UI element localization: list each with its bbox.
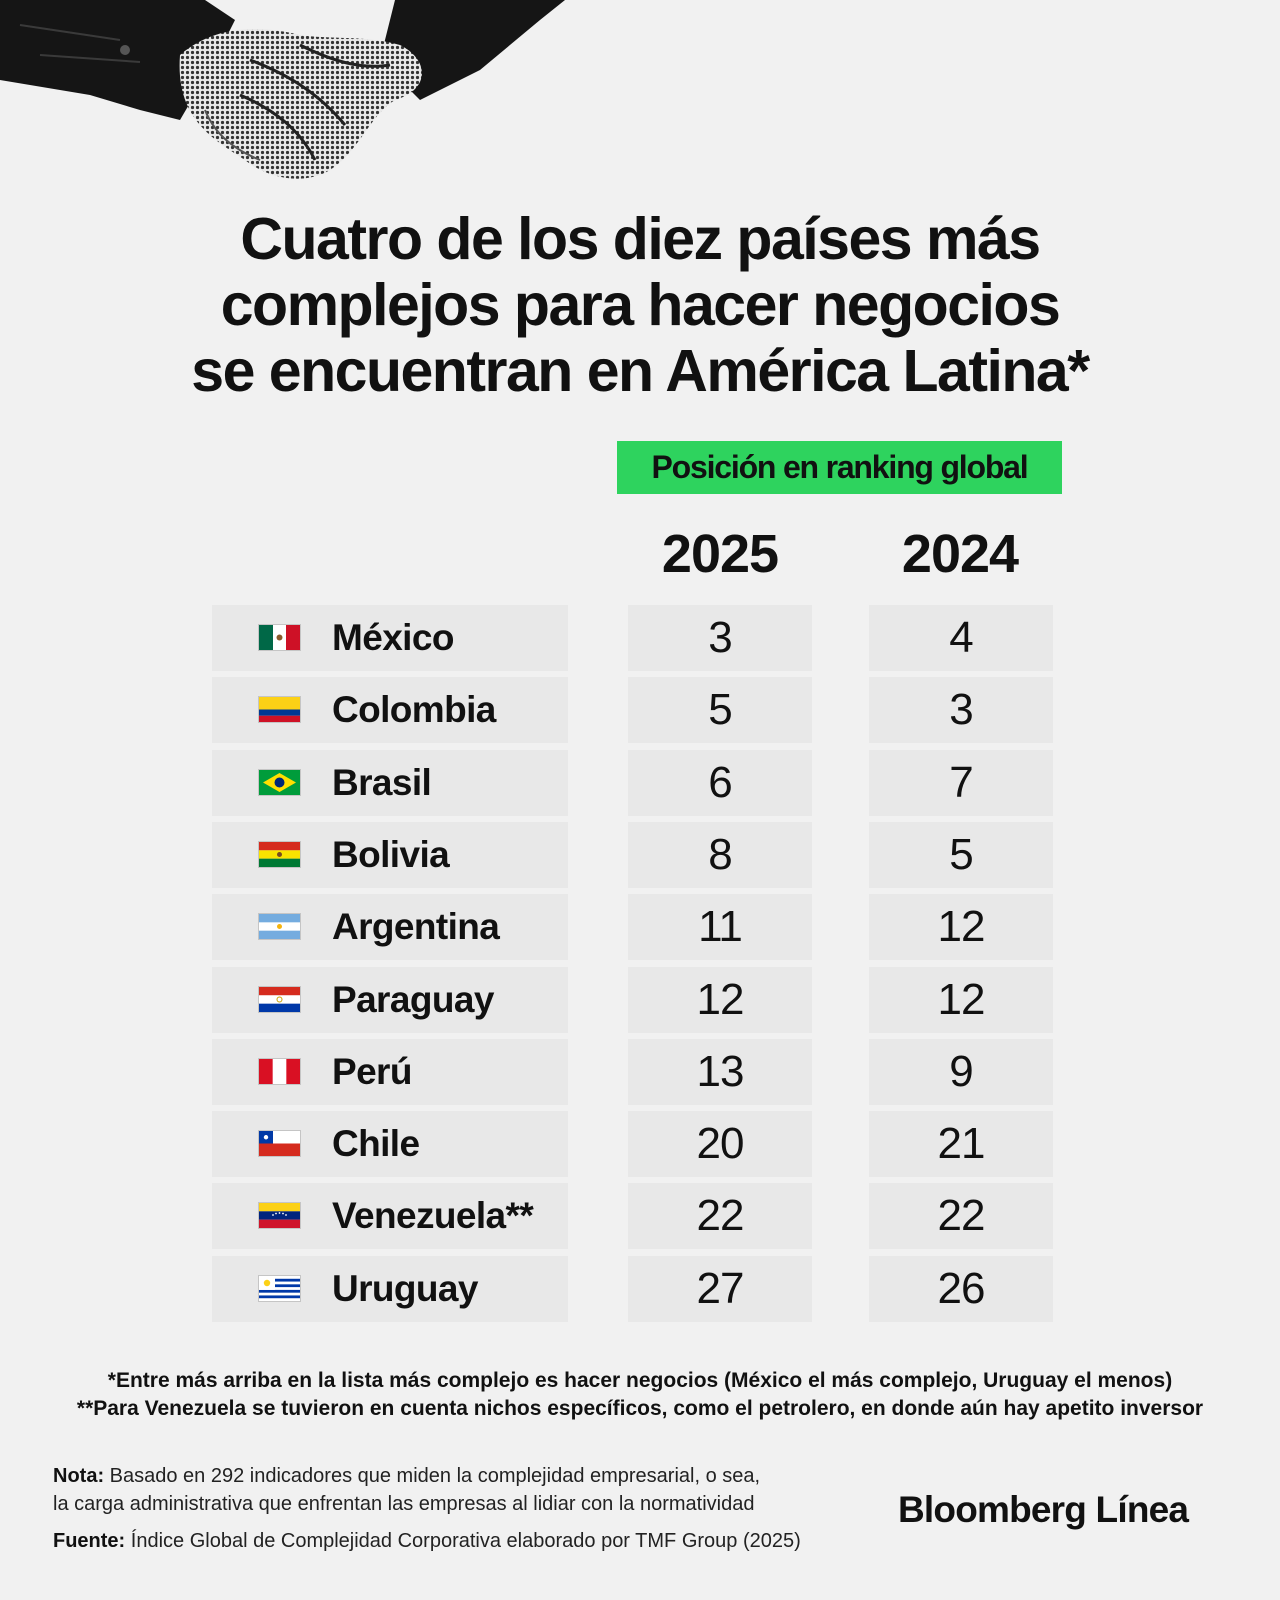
rank-cell-2025: 20	[628, 1111, 812, 1177]
handshake-illustration	[0, 0, 565, 179]
note-label: Nota:	[53, 1465, 105, 1487]
rank-cell-2025: 12	[628, 967, 812, 1033]
uruguay-flag-icon	[259, 1276, 300, 1301]
country-name: Paraguay	[332, 979, 494, 1020]
colombia-flag-icon	[259, 697, 300, 722]
rank-cell-2025: 11	[628, 894, 812, 960]
rank-cell-2024: 26	[869, 1256, 1053, 1322]
country-cell: Paraguay	[212, 967, 568, 1033]
chart-title: Cuatro de los diez países más complejos …	[0, 206, 1280, 404]
country-cell: Chile	[212, 1111, 568, 1177]
rank-cell-2025: 13	[628, 1039, 812, 1105]
rank-value-2024: 3	[949, 685, 973, 734]
rank-value-2025: 13	[696, 1047, 745, 1096]
rank-cell-2025: 3	[628, 605, 812, 671]
source-text: Índice Global de Complejidad Corporativa…	[130, 1530, 801, 1552]
title-line-2: complejos para hacer negocios	[220, 272, 1061, 338]
country-cell: Uruguay	[212, 1256, 568, 1322]
source: Fuente: Índice Global de Complejidad Cor…	[53, 1527, 801, 1555]
rank-value-2025: 22	[696, 1191, 745, 1240]
rank-value-2025: 12	[696, 975, 745, 1024]
ranking-header-badge: Posición en ranking global	[617, 441, 1062, 494]
rank-cell-2024: 21	[869, 1111, 1053, 1177]
rank-value-2025: 6	[708, 758, 732, 807]
venezuela-flag-icon	[259, 1203, 300, 1228]
rank-cell-2024: 3	[869, 677, 1053, 743]
country-cell: Argentina	[212, 894, 568, 960]
footnote-2: **Para Venezuela se tuvieron en cuenta n…	[76, 1397, 1204, 1420]
rank-cell-2024: 5	[869, 822, 1053, 888]
country-name: Venezuela**	[332, 1195, 534, 1236]
bolivia-flag-icon	[259, 842, 300, 867]
footnotes: *Entre más arriba en la lista más comple…	[0, 1367, 1280, 1423]
source-label: Fuente:	[53, 1530, 126, 1552]
bloomberg-linea-logo: Bloomberg Línea	[898, 1489, 1189, 1530]
note: Nota: Basado en 292 indicadores que mide…	[53, 1462, 760, 1518]
rank-cell-2024: 4	[869, 605, 1053, 671]
country-cell: Bolivia	[212, 822, 568, 888]
rank-cell-2024: 12	[869, 967, 1053, 1033]
rank-value-2024: 5	[949, 830, 973, 879]
country-cell: Colombia	[212, 677, 568, 743]
country-name: México	[332, 617, 454, 658]
rank-value-2025: 27	[696, 1264, 745, 1313]
country-name: Bolivia	[332, 834, 450, 875]
rank-cell-2025: 27	[628, 1256, 812, 1322]
rank-value-2024: 12	[937, 902, 986, 951]
rank-cell-2025: 5	[628, 677, 812, 743]
rank-value-2024: 21	[937, 1119, 986, 1168]
rank-value-2025: 3	[708, 613, 732, 662]
country-name: Chile	[332, 1123, 420, 1164]
chile-flag-icon	[259, 1131, 300, 1156]
year-header-2025: 2025	[661, 524, 779, 584]
note-line-2: la carga administrativa que enfrentan la…	[53, 1493, 755, 1515]
rank-value-2025: 5	[708, 685, 732, 734]
rank-value-2024: 4	[949, 613, 973, 662]
rank-value-2024: 22	[937, 1191, 986, 1240]
paraguay-flag-icon	[259, 987, 300, 1012]
rank-cell-2024: 7	[869, 750, 1053, 816]
country-name: Perú	[332, 1051, 412, 1092]
year-header-2024: 2024	[901, 524, 1019, 584]
note-line-1: Basado en 292 indicadores que miden la c…	[109, 1465, 761, 1487]
country-name: Uruguay	[332, 1268, 478, 1309]
title-line-1: Cuatro de los diez países más	[240, 206, 1041, 272]
country-name: Brasil	[332, 762, 432, 803]
country-cell: México	[212, 605, 568, 671]
rank-value-2025: 8	[708, 830, 732, 879]
rank-value-2024: 9	[949, 1047, 973, 1096]
title-line-3: se encuentran en América Latina*	[191, 338, 1090, 404]
rank-value-2025: 20	[696, 1119, 745, 1168]
argentina-flag-icon	[259, 914, 300, 939]
footnote-1: *Entre más arriba en la lista más comple…	[107, 1369, 1173, 1392]
rank-cell-2024: 12	[869, 894, 1053, 960]
rank-cell-2024: 9	[869, 1039, 1053, 1105]
peru-flag-icon	[259, 1059, 300, 1084]
country-cell: Brasil	[212, 750, 568, 816]
rank-value-2025: 11	[698, 902, 743, 951]
country-cell: Perú	[212, 1039, 568, 1105]
country-cell: Venezuela**	[212, 1183, 568, 1249]
rank-cell-2024: 22	[869, 1183, 1053, 1249]
rank-cell-2025: 22	[628, 1183, 812, 1249]
rank-value-2024: 7	[949, 758, 973, 807]
rank-cell-2025: 8	[628, 822, 812, 888]
brazil-flag-icon	[259, 770, 300, 795]
country-name: Colombia	[332, 689, 496, 730]
mexico-flag-icon	[259, 625, 300, 650]
rank-value-2024: 26	[937, 1264, 986, 1313]
rank-cell-2025: 6	[628, 750, 812, 816]
country-name: Argentina	[332, 906, 500, 947]
rank-value-2024: 12	[937, 975, 986, 1024]
